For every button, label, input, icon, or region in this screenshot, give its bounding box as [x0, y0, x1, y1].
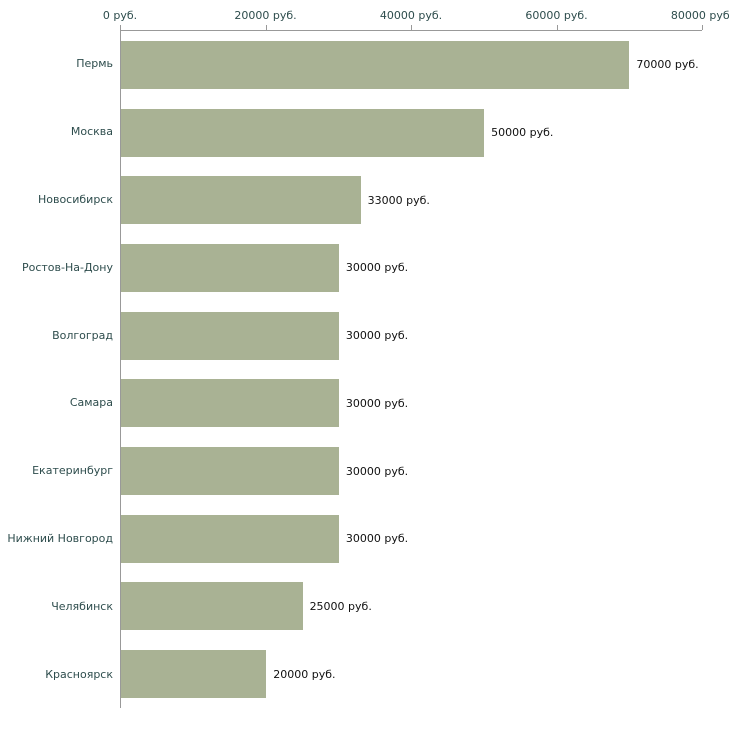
category-row: Пермь — [0, 30, 113, 98]
x-tick-mark — [702, 25, 703, 30]
bar-row: 30000 руб. — [121, 234, 702, 302]
bar-row: 20000 руб. — [121, 640, 702, 708]
x-tick-label: 20000 руб. — [234, 9, 297, 22]
bar-row: 50000 руб. — [121, 99, 702, 167]
bar-row: 25000 руб. — [121, 573, 702, 641]
category-label: Екатеринбург — [32, 464, 113, 478]
x-tick-mark — [120, 25, 121, 30]
bar-value-label: 30000 руб. — [345, 464, 409, 478]
category-row: Екатеринбург — [0, 437, 113, 505]
x-tick-label: 0 руб. — [102, 9, 138, 22]
bar-row: 70000 руб. — [121, 31, 702, 99]
bar — [121, 243, 339, 292]
bar-row: 33000 руб. — [121, 166, 702, 234]
bar-value-label: 50000 руб. — [491, 126, 554, 140]
category-label: Волгоград — [52, 328, 113, 342]
category-row: Красноярск — [0, 640, 113, 708]
x-tick-mark — [411, 25, 412, 30]
category-label: Красноярск — [45, 667, 113, 681]
category-row: Волгоград — [0, 301, 113, 369]
category-label: Пермь — [76, 57, 113, 71]
category-row: Челябинск — [0, 572, 113, 640]
category-label: Нижний Новгород — [7, 531, 113, 545]
x-tick-label: 60000 руб. — [525, 9, 588, 22]
category-row: Нижний Новгород — [0, 505, 113, 573]
category-label: Челябинск — [51, 599, 113, 613]
bar — [121, 176, 361, 225]
bar-value-label: 25000 руб. — [309, 599, 372, 613]
x-tick-label: 80000 руб. — [670, 9, 730, 22]
bar — [121, 582, 303, 631]
bar — [121, 40, 630, 89]
x-tick-label: 40000 руб. — [379, 9, 443, 22]
category-row: Москва — [0, 98, 113, 166]
x-tick-mark — [556, 25, 558, 30]
bar — [121, 447, 339, 496]
category-label: Новосибирск — [37, 192, 113, 206]
bar — [121, 650, 267, 699]
bar-value-label: 30000 руб. — [345, 329, 409, 343]
bar-value-label: 33000 руб. — [367, 193, 430, 207]
bar-row: 30000 руб. — [121, 505, 702, 573]
plot-area: 70000 руб. 50000 руб. 33000 руб. 30000 руб.… — [120, 30, 702, 708]
bar — [121, 311, 339, 360]
bar — [121, 379, 339, 428]
bar-value-label: 70000 руб. — [636, 58, 699, 72]
bar-row: 30000 руб. — [121, 370, 702, 438]
bar-value-label: 20000 руб. — [273, 667, 336, 681]
bar — [121, 108, 485, 157]
bar-value-label: 30000 руб. — [345, 396, 409, 410]
category-row: Ростов-На-Дону — [0, 233, 113, 301]
bar — [121, 514, 339, 563]
bar-row: 30000 руб. — [121, 302, 702, 370]
x-tick-mark — [265, 25, 267, 30]
x-axis: 0 руб. 20000 руб. 40000 руб. 60000 руб. 8000… — [103, 0, 730, 30]
category-label: Ростов-На-Дону — [21, 260, 113, 274]
bar-row: 30000 руб. — [121, 437, 702, 505]
category-label: Москва — [70, 125, 113, 139]
bar-value-label: 30000 руб. — [345, 532, 409, 546]
category-label: Самара — [69, 396, 113, 410]
category-row: Самара — [0, 369, 113, 437]
bar-value-label: 30000 руб. — [345, 261, 409, 275]
y-axis-category-labels: Пермь Москва Новосибирск Ростов-На-Дону Волг… — [0, 30, 113, 708]
category-row: Новосибирск — [0, 166, 113, 234]
